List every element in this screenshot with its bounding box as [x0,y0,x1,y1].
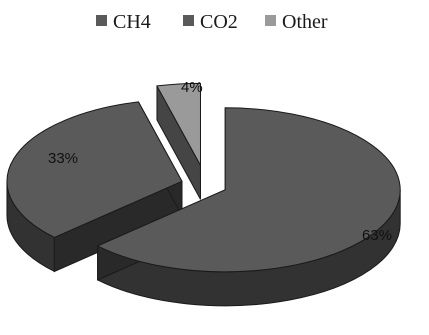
legend-label-other: Other [282,11,328,33]
slice-co2-top [6,101,183,239]
slice-ch4 [96,107,401,307]
legend-item-co2: CO2 [183,11,238,33]
value-label-ch4: 63% [362,227,392,244]
value-label-other: 4% [181,79,203,96]
slice-other [156,82,201,200]
legend-item-other: Other [265,11,328,33]
legend-swatch-ch4 [96,15,107,26]
legend-label-co2: CO2 [200,11,238,33]
legend-item-ch4: CH4 [96,11,151,33]
slice-other-top [156,82,201,166]
legend-swatch-co2 [183,15,194,26]
value-label-co2: 33% [48,150,78,167]
legend-label-ch4: CH4 [113,11,151,33]
legend-swatch-other [265,15,276,26]
slice-co2 [6,101,183,273]
legend: CH4 CO2 Other [96,11,328,33]
pie-layer: 63% 33% 4% [6,79,401,307]
slice-ch4-top [96,107,401,273]
